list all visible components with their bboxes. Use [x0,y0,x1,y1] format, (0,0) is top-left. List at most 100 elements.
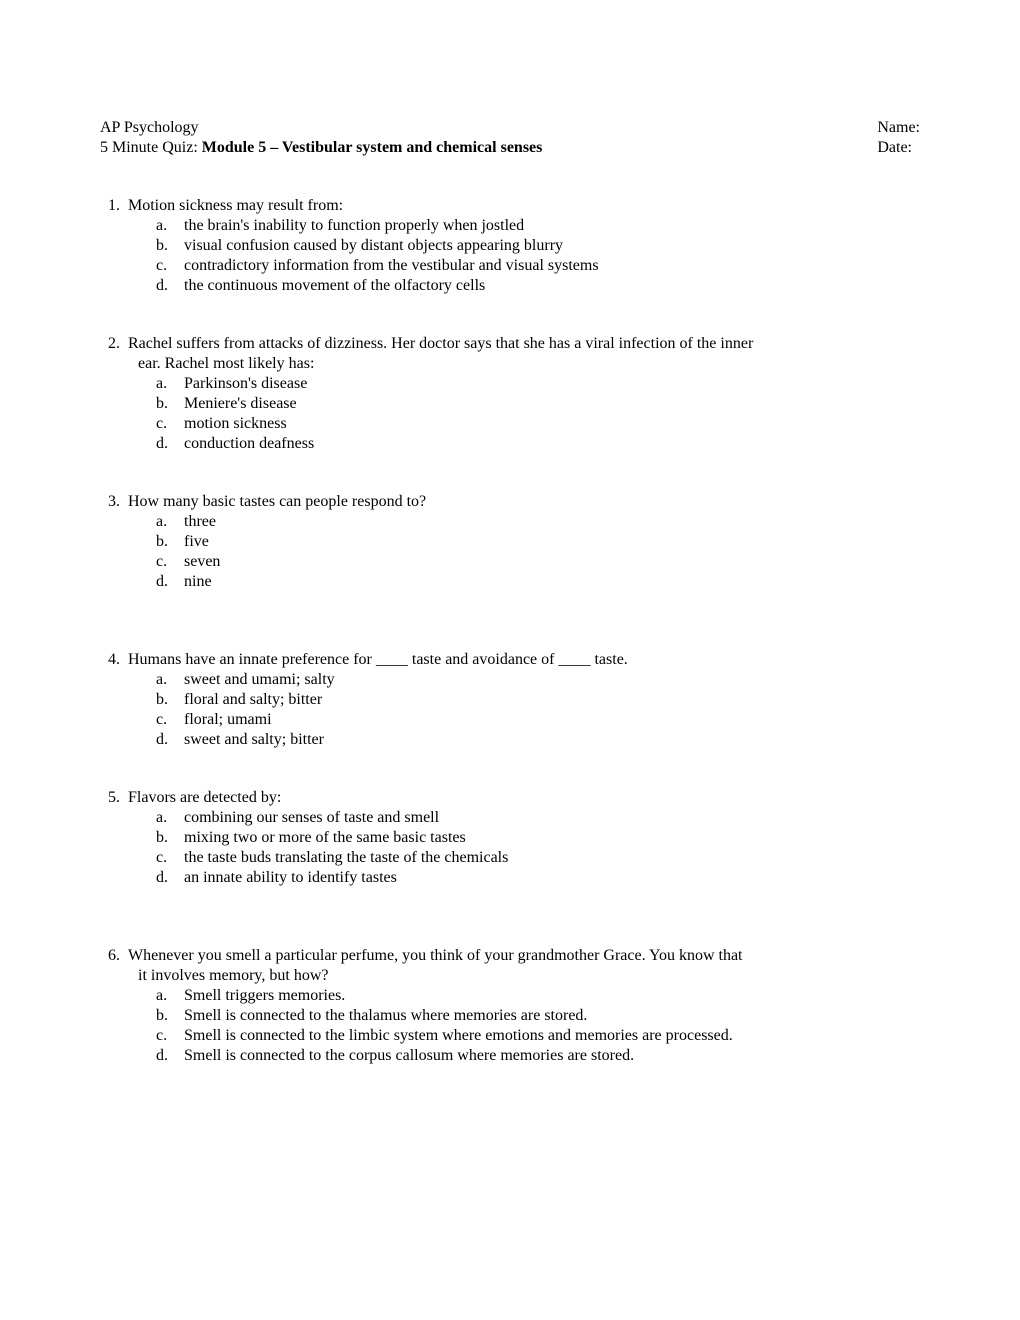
question-2: 2. Rachel suffers from attacks of dizzin… [100,334,920,454]
option-a: a.combining our senses of taste and smel… [156,808,920,828]
option-c: c.the taste buds translating the taste o… [156,848,920,868]
option-text: mixing two or more of the same basic tas… [184,828,920,848]
option-d: d.Smell is connected to the corpus callo… [156,1046,920,1066]
option-text: motion sickness [184,414,920,434]
name-label: Name: [877,118,920,138]
option-d: d.conduction deafness [156,434,920,454]
options-list: a.the brain's inability to function prop… [128,216,920,296]
option-letter: c. [156,710,184,730]
question-text: Rachel suffers from attacks of dizziness… [128,334,920,354]
option-a: a.the brain's inability to function prop… [156,216,920,236]
option-letter: a. [156,986,184,1006]
question-text: Motion sickness may result from: [128,196,920,216]
question-continuation: it involves memory, but how? [128,966,920,986]
options-list: a.Smell triggers memories. b.Smell is co… [128,986,920,1066]
option-letter: a. [156,808,184,828]
question-number: 6. [108,946,128,966]
question-number: 1. [108,196,128,216]
option-text: conduction deafness [184,434,920,454]
header: AP Psychology 5 Minute Quiz: Module 5 – … [100,118,920,158]
question-stem: 1. Motion sickness may result from: [128,196,920,216]
option-text: sweet and umami; salty [184,670,920,690]
option-text: five [184,532,920,552]
quiz-title: Module 5 – Vestibular system and chemica… [202,139,543,156]
option-text: nine [184,572,920,592]
option-letter: b. [156,394,184,414]
option-letter: d. [156,434,184,454]
question-6: 6. Whenever you smell a particular perfu… [100,946,920,1066]
option-text: contradictory information from the vesti… [184,256,920,276]
option-b: b.mixing two or more of the same basic t… [156,828,920,848]
date-label: Date: [877,138,920,158]
option-b: b.Meniere's disease [156,394,920,414]
option-a: a.Smell triggers memories. [156,986,920,1006]
option-d: d.nine [156,572,920,592]
option-a: a.three [156,512,920,532]
option-c: c.motion sickness [156,414,920,434]
option-letter: d. [156,572,184,592]
option-text: the taste buds translating the taste of … [184,848,920,868]
option-letter: b. [156,690,184,710]
option-text: Parkinson's disease [184,374,920,394]
option-d: d.sweet and salty; bitter [156,730,920,750]
options-list: a.combining our senses of taste and smel… [128,808,920,888]
question-3: 3. How many basic tastes can people resp… [100,492,920,592]
option-c: c.Smell is connected to the limbic syste… [156,1026,920,1046]
option-letter: b. [156,236,184,256]
option-letter: d. [156,1046,184,1066]
header-left: AP Psychology 5 Minute Quiz: Module 5 – … [100,118,542,158]
option-a: a.sweet and umami; salty [156,670,920,690]
option-b: b.five [156,532,920,552]
question-text: Flavors are detected by: [128,788,920,808]
option-text: the continuous movement of the olfactory… [184,276,920,296]
option-letter: c. [156,414,184,434]
options-list: a.Parkinson's disease b.Meniere's diseas… [128,374,920,454]
header-right: Name: Date: [877,118,920,158]
question-stem: 6. Whenever you smell a particular perfu… [128,946,920,966]
option-text: combining our senses of taste and smell [184,808,920,828]
option-letter: d. [156,730,184,750]
question-stem: 5. Flavors are detected by: [128,788,920,808]
question-text: Whenever you smell a particular perfume,… [128,946,920,966]
option-letter: c. [156,848,184,868]
question-4: 4. Humans have an innate preference for … [100,650,920,750]
question-text: Humans have an innate preference for ___… [128,650,920,670]
option-text: Smell is connected to the corpus callosu… [184,1046,920,1066]
option-letter: d. [156,276,184,296]
option-letter: c. [156,552,184,572]
option-letter: b. [156,1006,184,1026]
options-list: a.three b.five c.seven d.nine [128,512,920,592]
option-letter: d. [156,868,184,888]
question-number: 3. [108,492,128,512]
option-c: c.floral; umami [156,710,920,730]
option-text: Smell is connected to the thalamus where… [184,1006,920,1026]
question-number: 5. [108,788,128,808]
quiz-prefix: 5 Minute Quiz: [100,139,202,156]
option-text: Smell triggers memories. [184,986,920,1006]
quiz-title-line: 5 Minute Quiz: Module 5 – Vestibular sys… [100,138,542,158]
question-stem: 3. How many basic tastes can people resp… [128,492,920,512]
course-name: AP Psychology [100,118,542,138]
options-list: a.sweet and umami; salty b.floral and sa… [128,670,920,750]
option-text: visual confusion caused by distant objec… [184,236,920,256]
option-letter: b. [156,828,184,848]
option-d: d.the continuous movement of the olfacto… [156,276,920,296]
option-text: floral; umami [184,710,920,730]
question-5: 5. Flavors are detected by: a.combining … [100,788,920,888]
option-text: sweet and salty; bitter [184,730,920,750]
option-letter: b. [156,532,184,552]
question-stem: 4. Humans have an innate preference for … [128,650,920,670]
document-page: AP Psychology 5 Minute Quiz: Module 5 – … [0,0,1020,1164]
option-text: an innate ability to identify tastes [184,868,920,888]
option-text: three [184,512,920,532]
option-b: b.floral and salty; bitter [156,690,920,710]
option-b: b.visual confusion caused by distant obj… [156,236,920,256]
option-c: c.seven [156,552,920,572]
option-letter: a. [156,512,184,532]
option-text: the brain's inability to function proper… [184,216,920,236]
option-text: floral and salty; bitter [184,690,920,710]
option-c: c.contradictory information from the ves… [156,256,920,276]
question-stem: 2. Rachel suffers from attacks of dizzin… [128,334,920,354]
question-number: 2. [108,334,128,354]
option-letter: a. [156,670,184,690]
